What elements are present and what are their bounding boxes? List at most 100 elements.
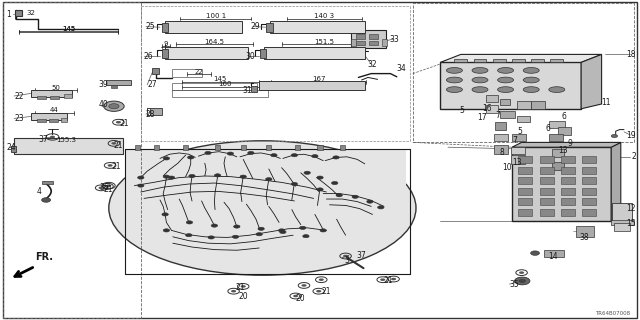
Text: 19: 19 [627,131,636,140]
Text: 20: 20 [296,294,306,303]
Bar [550,59,563,62]
Ellipse shape [472,77,488,83]
Bar [317,145,323,150]
Circle shape [116,121,121,124]
Circle shape [163,157,170,160]
Bar [31,113,67,120]
Bar [340,145,345,150]
Bar [518,177,532,184]
Text: 4: 4 [37,188,42,196]
Bar [494,145,508,154]
Circle shape [300,226,306,229]
Bar [511,155,525,164]
Text: 22: 22 [195,69,204,75]
Bar [518,156,532,163]
Text: 151.5: 151.5 [314,39,334,44]
Text: 167: 167 [312,76,326,82]
Bar [172,83,257,90]
Ellipse shape [548,87,564,92]
Text: 5: 5 [517,127,522,136]
Text: 35: 35 [509,280,519,289]
Bar [517,116,530,122]
Bar [582,177,596,184]
Bar [37,96,46,99]
Bar [295,145,300,150]
Text: 21: 21 [114,141,124,150]
Bar [251,86,257,92]
Circle shape [317,176,323,179]
Bar [493,59,506,62]
Circle shape [211,224,218,227]
Bar [14,138,123,154]
Bar [11,146,16,152]
Bar [518,209,532,216]
Circle shape [316,290,321,292]
Bar [172,69,202,77]
Text: 145: 145 [62,27,75,32]
Circle shape [291,154,298,157]
Bar [413,3,634,142]
Text: 21: 21 [321,287,331,296]
Text: 39: 39 [99,80,108,89]
Text: 50: 50 [51,85,60,91]
Circle shape [258,227,264,230]
Text: 6: 6 [561,112,566,121]
Circle shape [138,176,144,179]
Text: 21: 21 [112,162,122,171]
Text: 21: 21 [384,276,394,285]
Bar [495,122,506,130]
Bar [540,167,554,174]
Bar [165,47,248,59]
Text: 27: 27 [147,80,157,89]
Text: 145: 145 [214,76,227,82]
Circle shape [333,156,339,159]
Text: 21: 21 [236,283,245,292]
Circle shape [271,154,277,157]
Text: 37: 37 [38,135,48,144]
Text: 32: 32 [26,11,35,16]
Bar [150,108,162,115]
Bar [540,209,554,216]
Bar [125,149,406,187]
Bar [454,59,467,62]
Text: 44: 44 [50,107,59,113]
Bar [558,127,571,135]
Circle shape [317,188,323,191]
Bar [511,147,525,154]
Circle shape [519,279,525,283]
Circle shape [293,295,298,297]
Circle shape [320,229,326,232]
Bar [576,226,594,237]
Bar [582,167,596,174]
Bar [582,156,596,163]
Bar [512,147,611,221]
Circle shape [188,156,194,159]
Circle shape [104,101,124,111]
Circle shape [108,164,113,167]
Bar [369,34,378,39]
Bar [582,198,596,205]
Text: 7: 7 [512,136,517,145]
Circle shape [303,235,309,238]
Circle shape [214,174,221,177]
Polygon shape [581,54,602,109]
Circle shape [208,236,214,239]
Text: 8: 8 [499,148,504,157]
Bar [494,134,508,141]
Ellipse shape [523,87,539,92]
Text: 9: 9 [163,41,168,47]
Text: 30: 30 [245,52,255,61]
Bar [183,145,188,150]
Bar [582,209,596,216]
Bar [611,220,634,225]
Text: 26: 26 [144,52,154,61]
Circle shape [105,185,110,188]
Bar [260,49,266,58]
Circle shape [163,229,170,232]
Bar [561,167,575,174]
Bar [31,90,72,97]
Bar [15,10,22,16]
Bar [135,145,140,150]
Bar [382,39,387,46]
Ellipse shape [498,77,514,83]
